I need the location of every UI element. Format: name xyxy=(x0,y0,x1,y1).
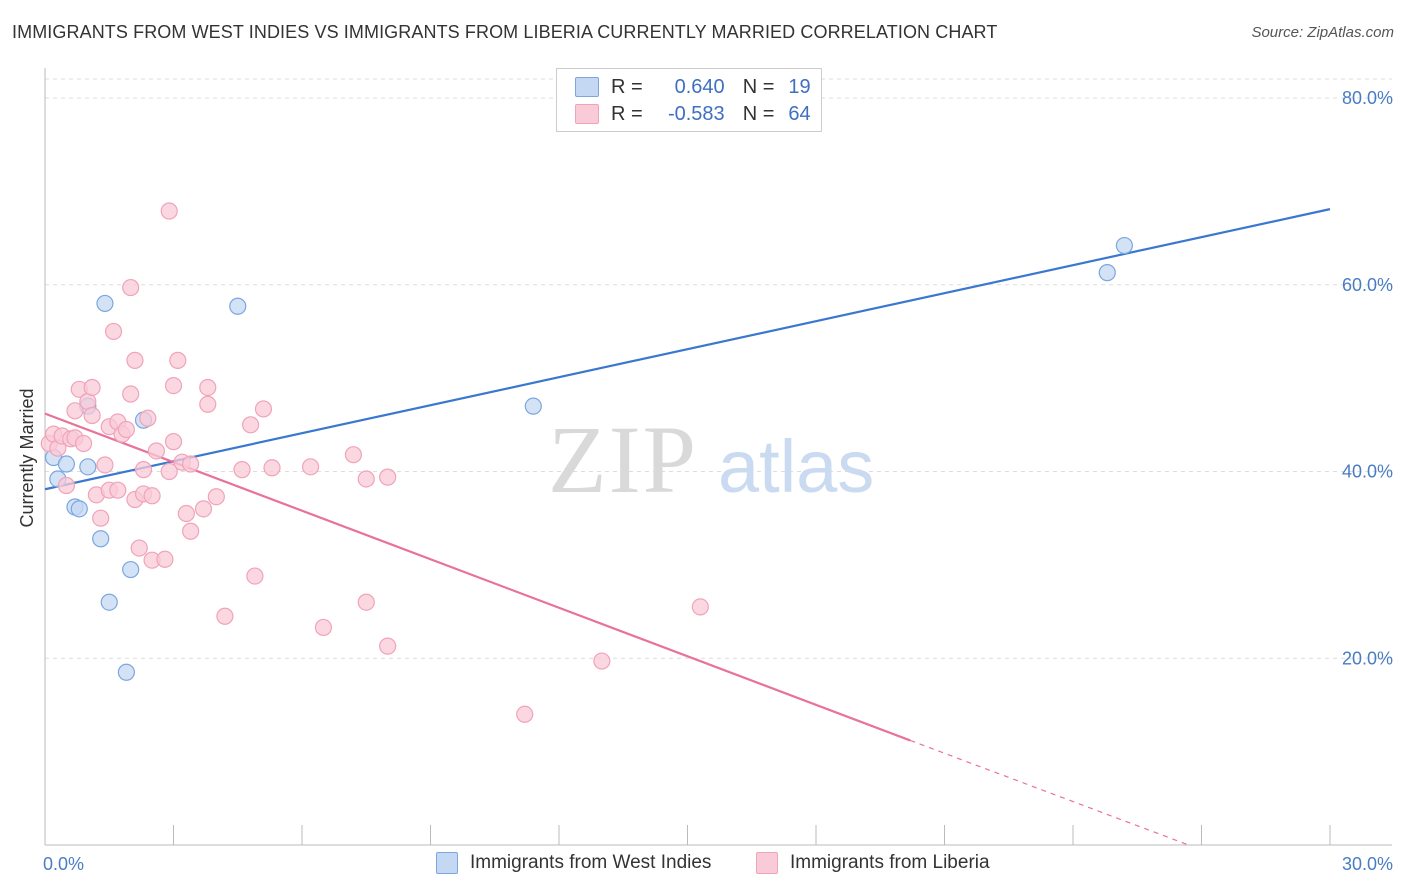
legend-row-liberia: R = -0.583 N = 64 xyxy=(575,102,811,126)
legend-item-liberia[interactable]: Immigrants from Liberia xyxy=(756,852,990,874)
west-indies-point xyxy=(117,663,135,681)
liberia-point xyxy=(357,470,375,488)
liberia-point xyxy=(164,377,183,395)
liberia-point xyxy=(301,458,320,476)
liberia-point xyxy=(194,500,213,518)
liberia-point xyxy=(199,378,217,397)
west-indies-point xyxy=(1098,264,1116,282)
legend-r-value: -0.583 xyxy=(667,102,725,125)
liberia-point xyxy=(516,705,534,723)
legend-r-label: R = xyxy=(611,102,643,125)
y-tick-label: 40.0% xyxy=(1342,462,1393,482)
x-tick-label: 30.0% xyxy=(1342,854,1393,874)
liberia-point xyxy=(216,607,234,625)
liberia-point xyxy=(156,550,174,568)
liberia-point xyxy=(160,202,178,220)
liberia-point xyxy=(357,593,375,611)
liberia-point xyxy=(344,446,362,464)
liberia-point xyxy=(147,442,165,460)
legend-r-value: 0.640 xyxy=(674,75,725,98)
west-indies-point xyxy=(229,297,247,315)
liberia-point xyxy=(83,378,101,397)
west-indies-point xyxy=(70,500,88,518)
x-tick-label: 0.0% xyxy=(43,854,84,874)
correlation-legend: R = 0.640 N = 19 R = -0.583 N = 64 xyxy=(556,68,822,132)
legend-n-label: N = xyxy=(742,102,775,125)
liberia-point xyxy=(96,456,114,474)
west-indies-point xyxy=(100,593,118,611)
liberia-point xyxy=(379,637,397,655)
legend-row-west-indies: R = 0.640 N = 19 xyxy=(575,75,811,99)
legend-r-label: R = xyxy=(611,75,643,98)
liberia-point xyxy=(314,618,333,637)
west-indies-point xyxy=(122,560,140,579)
liberia-point xyxy=(199,395,217,413)
legend-swatch-pink xyxy=(575,104,599,124)
liberia-point xyxy=(254,400,273,418)
y-tick-label: 60.0% xyxy=(1342,275,1393,295)
legend-swatch-pink xyxy=(756,852,778,874)
legend-item-west-indies[interactable]: Immigrants from West Indies xyxy=(436,852,711,874)
west-indies-point xyxy=(92,530,110,548)
legend-swatch-blue xyxy=(436,852,458,874)
liberia-point xyxy=(92,509,110,527)
liberia-point xyxy=(122,278,140,297)
liberia-point xyxy=(246,567,264,585)
liberia-trendline-extension xyxy=(910,739,1189,846)
liberia-point xyxy=(143,487,161,505)
liberia-point xyxy=(57,476,76,495)
chart-title: IMMIGRANTS FROM WEST INDIES VS IMMIGRANT… xyxy=(12,22,998,42)
west-indies-point xyxy=(79,458,97,476)
legend-n-value: 19 xyxy=(788,75,811,98)
liberia-point xyxy=(160,462,178,481)
legend-n-label: N = xyxy=(742,75,775,98)
liberia-point xyxy=(182,522,200,540)
liberia-point xyxy=(139,409,157,427)
y-axis-label: Currently Married xyxy=(17,388,37,527)
liberia-point xyxy=(83,406,101,425)
liberia-point xyxy=(691,598,709,616)
watermark-atlas: atlas xyxy=(718,425,874,508)
liberia-point xyxy=(74,434,93,453)
y-tick-label: 80.0% xyxy=(1342,88,1393,108)
liberia-point xyxy=(130,539,148,557)
liberia-point xyxy=(109,481,127,499)
liberia-point xyxy=(169,351,187,369)
y-tick-label: 20.0% xyxy=(1342,648,1393,668)
west-indies-point xyxy=(57,455,76,473)
liberia-point xyxy=(379,468,397,486)
liberia-point xyxy=(122,385,140,403)
west-indies-point xyxy=(96,294,114,313)
liberia-point xyxy=(164,433,183,451)
liberia-point xyxy=(593,652,611,670)
liberia-point xyxy=(177,504,195,523)
liberia-point xyxy=(117,420,135,439)
west-indies-trendline xyxy=(44,208,1331,491)
liberia-point xyxy=(263,459,281,477)
west-indies-point xyxy=(1115,236,1134,255)
chart-source: Source: ZipAtlas.com xyxy=(1251,24,1394,41)
liberia-point xyxy=(134,461,153,479)
liberia-point xyxy=(66,402,84,420)
liberia-point xyxy=(207,488,225,506)
liberia-point xyxy=(126,351,144,369)
watermark-zip: ZIP xyxy=(548,406,698,513)
legend-swatch-blue xyxy=(575,77,599,97)
liberia-point xyxy=(242,416,260,434)
liberia-point xyxy=(233,461,251,479)
liberia-point xyxy=(104,322,123,341)
legend-label-liberia: Immigrants from Liberia xyxy=(790,852,990,873)
liberia-point xyxy=(182,455,200,473)
west-indies-point xyxy=(524,397,542,415)
legend-n-value: 64 xyxy=(788,102,811,125)
legend-label-west-indies: Immigrants from West Indies xyxy=(470,852,712,873)
